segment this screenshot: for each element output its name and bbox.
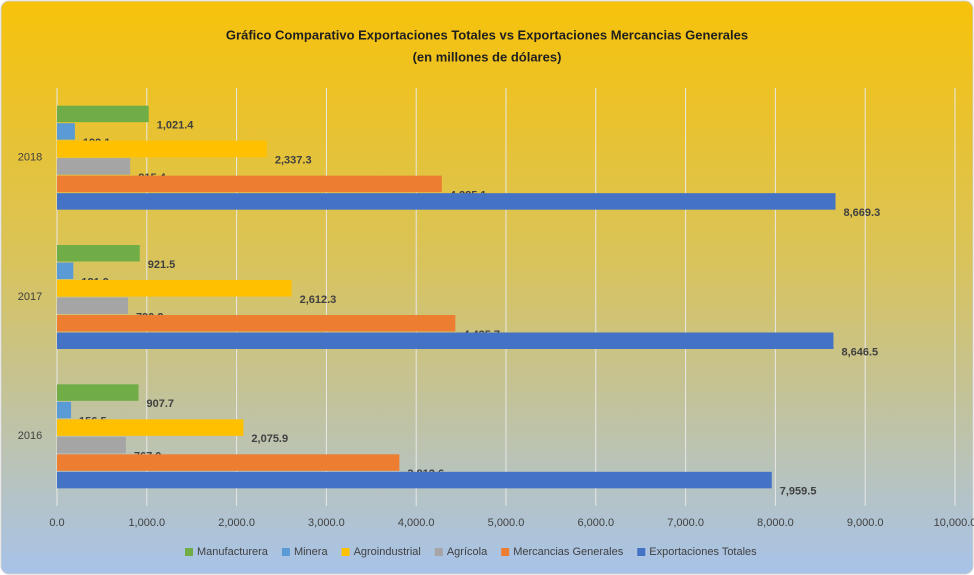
x-tick-label: 10,000.0 bbox=[934, 517, 974, 529]
value-label: 2,337.3 bbox=[275, 155, 312, 167]
bar bbox=[57, 245, 140, 262]
bar bbox=[57, 140, 267, 158]
legend-swatch bbox=[341, 548, 350, 556]
chart-subtitle: (en millones de dólares) bbox=[413, 49, 562, 64]
x-tick-label: 3,000.0 bbox=[308, 517, 345, 529]
legend-swatch bbox=[501, 548, 510, 556]
value-label: 921.5 bbox=[148, 259, 176, 271]
bar bbox=[57, 158, 131, 175]
value-label: 907.7 bbox=[147, 398, 175, 410]
legend-swatch bbox=[185, 548, 193, 556]
x-tick-label: 2,000.0 bbox=[218, 517, 255, 529]
x-tick-label: 7,000.0 bbox=[667, 517, 704, 529]
x-tick-label: 1,000.0 bbox=[128, 517, 165, 529]
value-label: 8,669.3 bbox=[844, 207, 881, 219]
x-tick-label: 0.0 bbox=[49, 517, 64, 529]
value-label: 7,959.5 bbox=[780, 486, 817, 498]
bar bbox=[57, 123, 75, 140]
y-tick-label: 2018 bbox=[18, 152, 42, 164]
legend-label: Minera bbox=[294, 546, 329, 558]
x-tick-label: 6,000.0 bbox=[577, 517, 614, 529]
bar bbox=[57, 280, 292, 297]
x-tick-label: 5,000.0 bbox=[488, 517, 525, 529]
legend-label: Agrícola bbox=[447, 546, 488, 558]
value-label: 8,646.5 bbox=[841, 346, 878, 358]
legend-label: Exportaciones Totales bbox=[649, 546, 757, 558]
legend-label: Manufacturera bbox=[197, 546, 269, 558]
value-label: 1,021.4 bbox=[157, 120, 195, 132]
y-tick-label: 2017 bbox=[18, 291, 42, 303]
bar bbox=[57, 454, 400, 471]
bar bbox=[57, 193, 836, 210]
legend-swatch bbox=[434, 548, 443, 556]
legend-swatch bbox=[637, 548, 646, 556]
x-tick-label: 9,000.0 bbox=[847, 517, 884, 529]
value-label: 2,075.9 bbox=[251, 433, 288, 445]
bar bbox=[57, 297, 128, 314]
y-tick-label: 2016 bbox=[18, 430, 42, 442]
legend-label: Agroindustrial bbox=[354, 546, 421, 558]
bar bbox=[57, 175, 442, 193]
bar bbox=[57, 401, 72, 419]
bar bbox=[57, 105, 149, 123]
bar bbox=[57, 436, 126, 454]
bar bbox=[57, 262, 74, 279]
value-label: 2,612.3 bbox=[300, 294, 337, 306]
x-tick-label: 4,000.0 bbox=[398, 517, 435, 529]
legend-label: Mercancias Generales bbox=[513, 546, 624, 558]
bar bbox=[57, 315, 456, 332]
chart-title: Gráfico Comparativo Exportaciones Totale… bbox=[226, 27, 748, 42]
bar bbox=[57, 419, 244, 436]
legend-swatch bbox=[281, 548, 290, 556]
x-tick-label: 8,000.0 bbox=[757, 517, 794, 529]
bar bbox=[57, 332, 834, 349]
bar bbox=[57, 384, 139, 401]
bar bbox=[57, 471, 772, 489]
